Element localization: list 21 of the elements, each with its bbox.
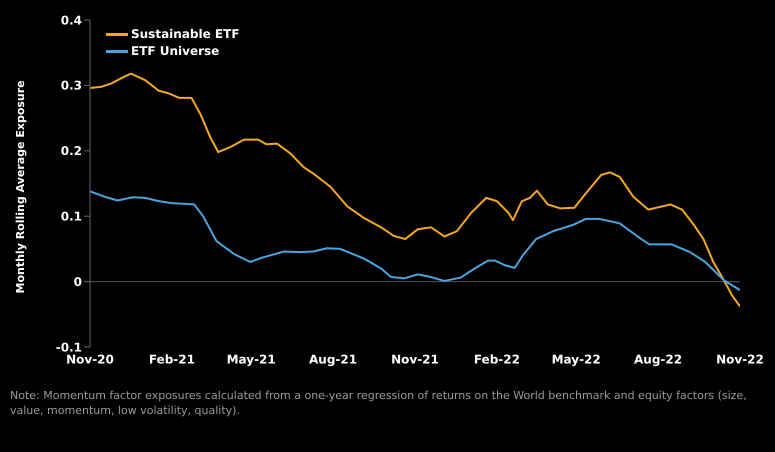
legend-label: Sustainable ETF <box>131 26 240 43</box>
line-series <box>90 72 740 308</box>
x-tick-label: Feb-21 <box>148 352 195 367</box>
y-tick-label: 0 <box>74 274 82 289</box>
x-tick-label: Nov-20 <box>66 352 114 367</box>
x-tick-label: Feb-22 <box>474 352 520 367</box>
legend-label: ETF Universe <box>131 43 220 60</box>
x-tick-label: Aug-22 <box>634 352 682 367</box>
x-tick-label: Nov-21 <box>391 352 439 367</box>
text: Note: Momentum factor exposures calculated from a one-year regression of returns on the World benchmark and equity factors (size, value, momentum, low volatility, quality). <box>10 388 748 418</box>
x-tick-label: May-22 <box>552 352 601 367</box>
y-tick-label: 0.4 <box>60 13 82 28</box>
y-tick-label: -0.1 <box>56 340 82 354</box>
y-tick-label: 0.2 <box>60 144 82 158</box>
x-tick-label: Aug-21 <box>309 352 358 367</box>
line-series <box>90 190 740 292</box>
y-axis-title: Monthly Rolling Average Exposure <box>14 80 27 294</box>
x-tick-label: Nov-22 <box>716 352 764 367</box>
y-tick-label: 0.3 <box>60 78 82 93</box>
x-tick-label: May-21 <box>226 352 276 367</box>
y-tick-label: 0.1 <box>60 209 82 224</box>
